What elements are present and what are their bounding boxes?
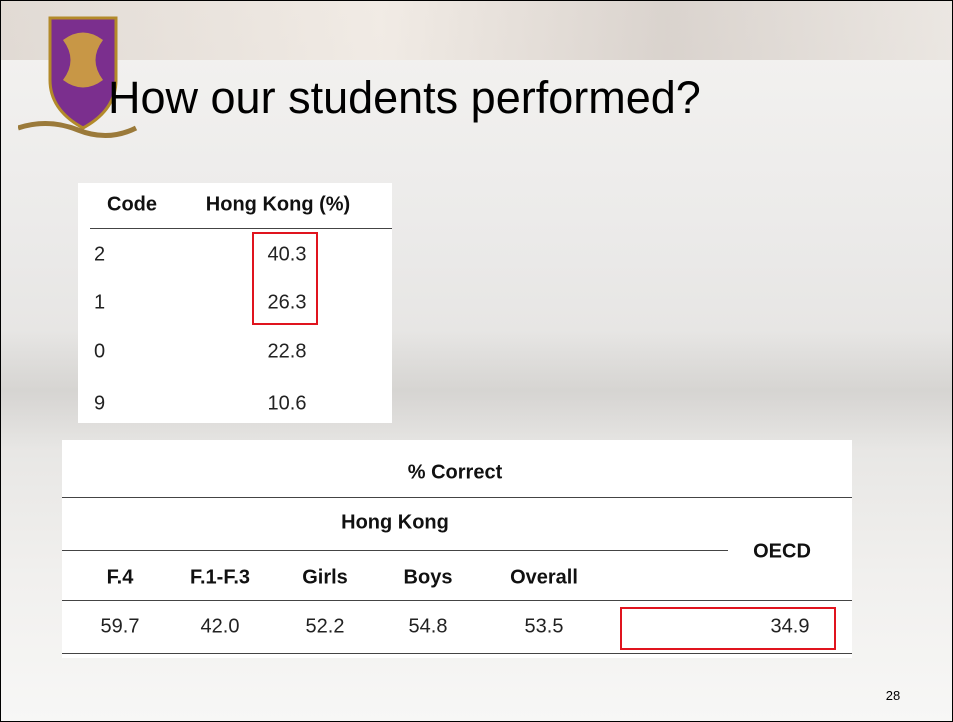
table-cell: 9 <box>94 393 105 416</box>
page-number: 28 <box>886 688 900 703</box>
table-rule <box>90 228 392 229</box>
column-header: F.4 <box>107 567 134 590</box>
table-rule <box>62 600 852 601</box>
table-cell: 54.8 <box>409 616 448 639</box>
table-header: % Correct <box>408 462 502 485</box>
highlight-box <box>252 232 318 325</box>
column-header: Overall <box>510 567 578 590</box>
table-header: Code <box>107 194 157 217</box>
table-cell: 59.7 <box>101 616 140 639</box>
table-cell: 52.2 <box>306 616 345 639</box>
table-rule <box>62 653 852 654</box>
column-header: Boys <box>404 567 453 590</box>
slide-title: How our students performed? <box>108 72 701 124</box>
slide: How our students performed? Code Hong Ko… <box>0 0 953 722</box>
table-cell: 22.8 <box>268 341 307 364</box>
table-cell: 42.0 <box>201 616 240 639</box>
table-cell: 10.6 <box>268 393 307 416</box>
table-rule <box>62 550 728 551</box>
table-cell: 2 <box>94 244 105 267</box>
table-header: Hong Kong (%) <box>206 194 350 217</box>
background-streak <box>0 0 953 60</box>
table-rule <box>62 497 852 498</box>
table-subheader: OECD <box>753 541 811 564</box>
table-subheader: Hong Kong <box>341 512 449 535</box>
table-cell: 1 <box>94 292 105 315</box>
correct-table: % Correct Hong Kong OECD F.4 F.1-F.3 Girls… <box>62 440 852 658</box>
highlight-box <box>620 607 836 650</box>
table-cell: 53.5 <box>525 616 564 639</box>
table-cell: 0 <box>94 341 105 364</box>
column-header: F.1-F.3 <box>190 567 250 590</box>
column-header: Girls <box>302 567 348 590</box>
